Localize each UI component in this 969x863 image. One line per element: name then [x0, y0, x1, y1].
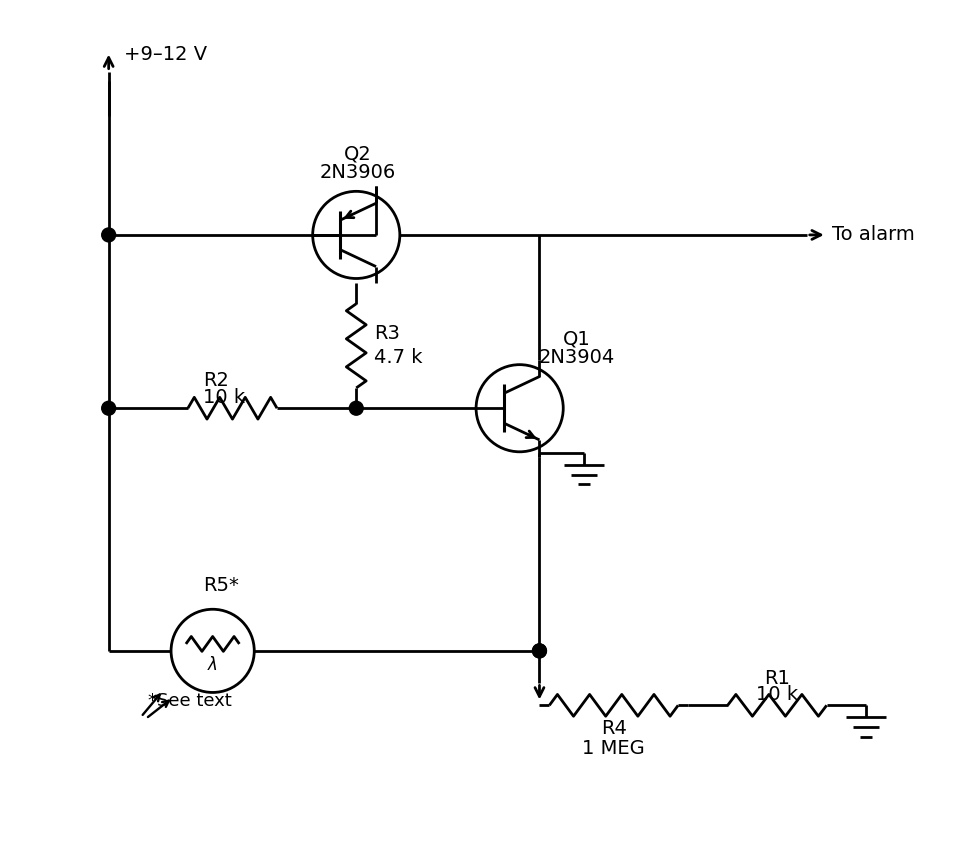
Text: R2: R2 — [203, 371, 229, 390]
Text: $\lambda$: $\lambda$ — [207, 656, 218, 674]
Text: 4.7 k: 4.7 k — [374, 348, 422, 368]
Circle shape — [532, 644, 546, 658]
Text: 1 MEG: 1 MEG — [581, 739, 644, 758]
Text: Q1: Q1 — [563, 330, 590, 349]
Text: Q2: Q2 — [344, 145, 372, 164]
Circle shape — [102, 401, 115, 415]
Text: R5*: R5* — [203, 576, 238, 595]
Text: 10 k: 10 k — [755, 685, 797, 704]
Text: 2N3906: 2N3906 — [320, 163, 396, 182]
Text: R1: R1 — [764, 669, 790, 688]
Text: To alarm: To alarm — [830, 225, 914, 244]
Circle shape — [532, 644, 546, 658]
Text: +9–12 V: +9–12 V — [123, 45, 206, 64]
Circle shape — [102, 228, 115, 242]
Text: R4: R4 — [600, 719, 626, 738]
Text: 2N3904: 2N3904 — [539, 348, 614, 367]
Text: R3: R3 — [374, 324, 399, 343]
Text: 10 k: 10 k — [203, 388, 244, 407]
Circle shape — [349, 401, 362, 415]
Text: *See text: *See text — [148, 692, 232, 710]
